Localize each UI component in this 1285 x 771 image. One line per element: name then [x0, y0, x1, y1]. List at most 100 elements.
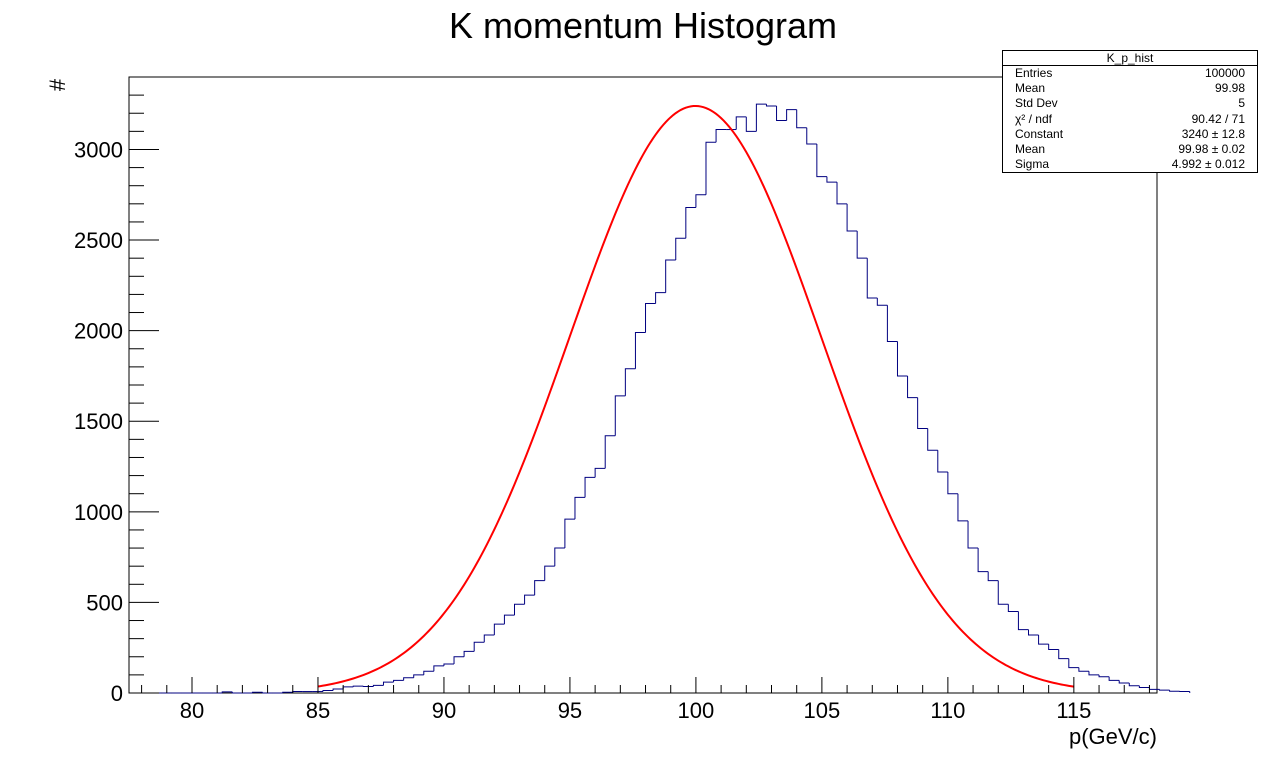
y-tick-label: 1500 — [74, 409, 123, 434]
x-tick-label: 100 — [678, 698, 715, 723]
histogram-bin — [463, 650, 475, 657]
histogram-bin — [665, 259, 676, 293]
histogram-bin — [1088, 671, 1100, 676]
histogram-bin — [826, 176, 838, 183]
histogram-bin — [332, 688, 344, 691]
stats-value: 100000 — [1204, 66, 1245, 80]
y-tick-label: 2500 — [74, 228, 123, 253]
histogram-series — [141, 103, 1191, 694]
histogram-bin — [745, 116, 757, 132]
histogram-bin — [262, 692, 273, 694]
histogram-bin — [594, 467, 606, 478]
histogram-bin — [624, 368, 636, 396]
axes: 80 85 90 95 100 105 110 115 0 500 1000 1500 2000 2500… — [74, 76, 1150, 723]
histogram-bin — [645, 302, 656, 333]
histogram-bin — [856, 231, 868, 259]
histogram-bin — [231, 691, 243, 694]
y-tick-label: 3000 — [74, 137, 123, 162]
histogram-bin — [634, 331, 646, 369]
histogram-bin — [776, 105, 787, 121]
x-tick-label: 105 — [804, 698, 841, 723]
stats-row-chi2: χ² / ndf 90.42 / 71 — [1003, 112, 1257, 127]
histogram-bin — [453, 656, 465, 665]
stats-label: Std Dev — [1015, 96, 1058, 111]
histogram-bin — [1138, 685, 1150, 689]
histogram-bin — [977, 548, 989, 573]
stats-value: 90.42 / 71 — [1191, 111, 1245, 126]
stats-box: K_p_hist Entries 100000 Mean 99.98 Std D… — [1002, 50, 1258, 173]
histogram-bin — [896, 341, 908, 377]
histogram-bin — [1078, 667, 1089, 672]
histogram-bin — [1118, 680, 1130, 684]
histogram-bin — [524, 594, 535, 605]
histogram-bin — [1098, 674, 1110, 678]
x-axis-title: p(GeV/c) — [1069, 724, 1157, 749]
histogram-bin — [483, 634, 495, 643]
stats-value: 5 — [1238, 96, 1245, 111]
histogram-bin — [987, 571, 999, 582]
histogram-bin — [322, 689, 334, 692]
histogram-bin — [997, 580, 1009, 605]
x-tick-label: 80 — [180, 698, 204, 723]
y-tick-label: 1000 — [74, 500, 123, 525]
stats-value: 4.992 ± 0.012 — [1171, 157, 1245, 172]
histogram-bin — [917, 397, 928, 429]
histogram-bin — [403, 677, 414, 681]
histogram-bin — [554, 547, 565, 567]
stats-row-entries: Entries 100000 — [1003, 66, 1257, 81]
histogram-bin — [715, 129, 727, 143]
y-tick-label: 0 — [111, 681, 123, 706]
histogram-bin — [796, 109, 807, 129]
stats-row-stddev: Std Dev 5 — [1003, 96, 1257, 111]
histogram-bin — [342, 686, 354, 690]
x-tick-label: 110 — [930, 698, 965, 723]
histogram-bin — [907, 375, 918, 399]
histogram-bin — [1048, 644, 1059, 651]
histogram-bin — [544, 565, 555, 581]
histogram-bin — [685, 206, 696, 239]
stats-row-fit-mean: Mean 99.98 ± 0.02 — [1003, 142, 1257, 157]
histogram-bin — [786, 109, 797, 121]
histogram-bin — [675, 237, 686, 260]
stats-value: 99.98 ± 0.02 — [1178, 141, 1245, 156]
histogram-bin — [393, 679, 404, 683]
histogram-bin — [292, 691, 303, 693]
histogram-bin — [604, 435, 616, 469]
histogram-bin — [846, 203, 858, 232]
histogram-bin — [1108, 676, 1120, 681]
histogram-bin — [503, 614, 515, 625]
histogram-bin — [836, 182, 848, 205]
histogram-bin — [655, 292, 666, 304]
stats-value: 3240 ± 12.8 — [1181, 126, 1245, 141]
histogram-bin — [433, 665, 444, 672]
histogram-bin — [967, 520, 979, 549]
stats-row-mean: Mean 99.98 — [1003, 81, 1257, 96]
histogram-bin — [695, 194, 706, 208]
x-tick-label: 115 — [1056, 698, 1091, 723]
histogram-bin — [514, 603, 525, 616]
histogram-bin — [886, 305, 898, 343]
histogram-bin — [473, 641, 485, 652]
fit-curve-series — [317, 104, 1075, 688]
gaussian-fit-curve — [317, 104, 1075, 688]
histogram-bin — [755, 103, 767, 132]
histogram-bin — [564, 518, 575, 549]
histogram-bin — [1169, 690, 1180, 692]
stats-value: 99.98 — [1214, 81, 1245, 96]
histogram-bin — [876, 298, 888, 306]
stats-label: Sigma — [1015, 157, 1050, 172]
histogram-bin — [282, 691, 293, 693]
stats-row-constant: Constant 3240 ± 12.8 — [1003, 127, 1257, 142]
histogram-bin — [816, 144, 827, 178]
histogram-bin — [413, 674, 424, 678]
histogram-bin — [1148, 687, 1160, 690]
stats-title: K_p_hist — [1003, 51, 1257, 66]
histogram-bin — [493, 623, 505, 636]
stats-label: Entries — [1015, 66, 1053, 80]
histogram-bin — [765, 104, 777, 107]
stats-label: Mean — [1015, 141, 1046, 156]
histogram-bin — [1159, 689, 1170, 691]
histogram-bin — [927, 428, 938, 451]
histogram-bin — [1128, 683, 1140, 687]
